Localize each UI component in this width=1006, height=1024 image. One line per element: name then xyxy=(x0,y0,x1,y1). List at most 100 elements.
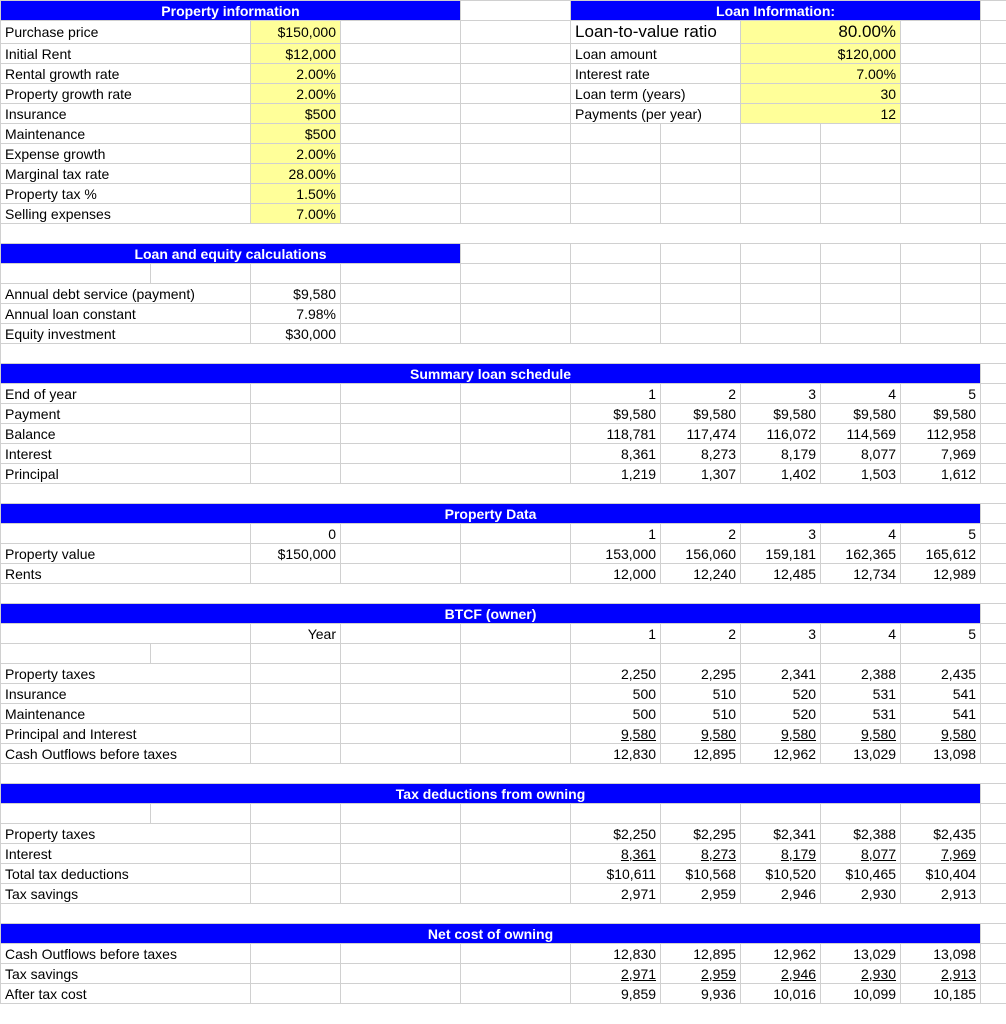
row-value: 2,435 xyxy=(901,664,981,684)
btcf-header: BTCF (owner) xyxy=(1,604,981,624)
propinfo-value[interactable]: 28.00% xyxy=(251,164,341,184)
row-value: 8,361 xyxy=(571,844,661,864)
row-value: 520 xyxy=(741,684,821,704)
row-value: $10,404 xyxy=(901,864,981,884)
row-label: Cash Outflows before taxes xyxy=(1,944,251,964)
loaneq-value: 7.98% xyxy=(251,304,341,324)
row-value: 2,250 xyxy=(571,664,661,684)
row-value: 9,580 xyxy=(571,724,661,744)
row-value: 3 xyxy=(741,384,821,404)
row-value: 12,000 xyxy=(571,564,661,584)
row-value: 2,913 xyxy=(901,964,981,984)
row-value: 9,859 xyxy=(571,984,661,1004)
row-value: 2,946 xyxy=(741,884,821,904)
row-value: 116,072 xyxy=(741,424,821,444)
propinfo-value[interactable]: $500 xyxy=(251,104,341,124)
row-value: 12,895 xyxy=(661,944,741,964)
row-value: 510 xyxy=(661,704,741,724)
row-label: After tax cost xyxy=(1,984,251,1004)
row-value: 4 xyxy=(821,524,901,544)
propinfo-value[interactable]: $12,000 xyxy=(251,44,341,64)
row-value: 9,580 xyxy=(661,724,741,744)
row-value: 13,029 xyxy=(821,944,901,964)
row-value: 12,485 xyxy=(741,564,821,584)
row-value: 8,273 xyxy=(661,444,741,464)
row-value: 12,830 xyxy=(571,944,661,964)
loaninfo-label: Loan amount xyxy=(571,44,741,64)
row-value: 541 xyxy=(901,684,981,704)
row-label: Cash Outflows before taxes xyxy=(1,744,251,764)
row-value: 2,930 xyxy=(821,964,901,984)
row-label: Payment xyxy=(1,404,251,424)
row-value: 12,989 xyxy=(901,564,981,584)
row-label: Principal xyxy=(1,464,251,484)
row-value: 510 xyxy=(661,684,741,704)
row-value: 2,913 xyxy=(901,884,981,904)
row-value: 2,959 xyxy=(661,964,741,984)
row-value: 12,962 xyxy=(741,744,821,764)
row-value: 117,474 xyxy=(661,424,741,444)
row-value: 2,959 xyxy=(661,884,741,904)
propinfo-value[interactable]: 2.00% xyxy=(251,64,341,84)
row-label: Tax savings xyxy=(1,884,251,904)
loaninfo-label: Interest rate xyxy=(571,64,741,84)
row-value: $2,250 xyxy=(571,824,661,844)
row-label: Maintenance xyxy=(1,704,251,724)
row-value: 1,307 xyxy=(661,464,741,484)
row-value: 2,930 xyxy=(821,884,901,904)
loaninfo-value[interactable]: 80.00% xyxy=(741,21,901,44)
row-value: 12,240 xyxy=(661,564,741,584)
propinfo-value[interactable]: 7.00% xyxy=(251,204,341,224)
loaneq-value: $30,000 xyxy=(251,324,341,344)
row-value: 2,295 xyxy=(661,664,741,684)
propinfo-value[interactable]: $500 xyxy=(251,124,341,144)
loan-equity-header: Loan and equity calculations xyxy=(1,244,461,264)
row-label: Property taxes xyxy=(1,664,251,684)
propinfo-value[interactable]: 2.00% xyxy=(251,84,341,104)
net-cost-header: Net cost of owning xyxy=(1,924,981,944)
row-value: 5 xyxy=(901,624,981,644)
row-value: 2,341 xyxy=(741,664,821,684)
row-label: Rents xyxy=(1,564,251,584)
loaneq-value: $9,580 xyxy=(251,284,341,304)
row-value: $10,520 xyxy=(741,864,821,884)
row-label: Interest xyxy=(1,844,251,864)
property-data-header: Property Data xyxy=(1,504,981,524)
row-value: 9,580 xyxy=(741,724,821,744)
loaninfo-value[interactable]: 12 xyxy=(741,104,901,124)
row-value: 7,969 xyxy=(901,844,981,864)
row-value: 8,361 xyxy=(571,444,661,464)
propinfo-label: Maintenance xyxy=(1,124,251,144)
row-value: 1,612 xyxy=(901,464,981,484)
row-value: $9,580 xyxy=(901,404,981,424)
row-value: 10,016 xyxy=(741,984,821,1004)
propinfo-value[interactable]: 2.00% xyxy=(251,144,341,164)
propinfo-value[interactable]: $150,000 xyxy=(251,21,341,44)
loaninfo-label: Loan term (years) xyxy=(571,84,741,104)
propinfo-value[interactable]: 1.50% xyxy=(251,184,341,204)
row-value: 8,077 xyxy=(821,844,901,864)
row-value: 12,962 xyxy=(741,944,821,964)
row-value: 2 xyxy=(661,524,741,544)
year-label: Year xyxy=(251,624,341,644)
row-label: Balance xyxy=(1,424,251,444)
row-label: Principal and Interest xyxy=(1,724,251,744)
loaninfo-label: Payments (per year) xyxy=(571,104,741,124)
row-value: 5 xyxy=(901,384,981,404)
loaninfo-value[interactable]: 7.00% xyxy=(741,64,901,84)
row-value: 500 xyxy=(571,704,661,724)
loaneq-label: Equity investment xyxy=(1,324,251,344)
row-value: $2,388 xyxy=(821,824,901,844)
row-value: 9,580 xyxy=(821,724,901,744)
loaninfo-value[interactable]: $120,000 xyxy=(741,44,901,64)
tax-deductions-header: Tax deductions from owning xyxy=(1,784,981,804)
row-value: 12,830 xyxy=(571,744,661,764)
row-value: 541 xyxy=(901,704,981,724)
row-value: 8,273 xyxy=(661,844,741,864)
row-value: 2,946 xyxy=(741,964,821,984)
propinfo-label: Expense growth xyxy=(1,144,251,164)
row-value: 112,958 xyxy=(901,424,981,444)
loaninfo-value[interactable]: 30 xyxy=(741,84,901,104)
row-value: $2,341 xyxy=(741,824,821,844)
summary-loan-schedule-header: Summary loan schedule xyxy=(1,364,981,384)
